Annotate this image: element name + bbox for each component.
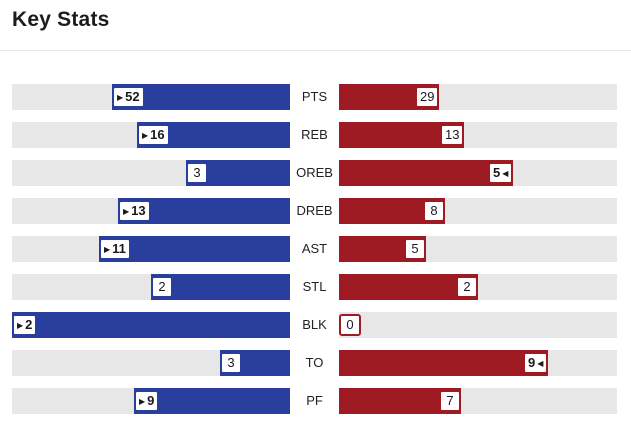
away-bar-track: 5 (339, 236, 617, 262)
stat-label: AST (301, 241, 328, 256)
stat-row-ast: ▶ 11 AST 5 (0, 236, 631, 262)
home-value-badge: 3 (186, 162, 208, 184)
away-bar-track: 0 (339, 312, 617, 338)
home-value: 3 (193, 165, 201, 180)
away-value: 5 (493, 165, 501, 180)
page-title: Key Stats (12, 8, 110, 31)
home-bar-track: ▶ 2 (12, 312, 290, 338)
home-value-badge: ▶ 9 (134, 390, 160, 412)
triangle-right-icon: ▶ (142, 131, 149, 140)
home-value-badge: 3 (220, 352, 242, 374)
away-value: 2 (463, 279, 471, 294)
home-bar-fill (151, 274, 290, 300)
away-bar-track: 8 (339, 198, 617, 224)
triangle-right-icon: ▶ (117, 93, 124, 102)
stat-label: TO (305, 355, 324, 370)
home-value-badge: ▶ 13 (118, 200, 151, 222)
home-bar-track: ▶ 9 (12, 388, 290, 414)
home-value: 52 (125, 89, 140, 104)
away-bar-track: 9 ◀ (339, 350, 617, 376)
away-value: 0 (346, 317, 354, 332)
away-value: 29 (420, 89, 435, 104)
stat-label: REB (301, 127, 328, 142)
stat-label: PTS (301, 89, 328, 104)
home-value: 2 (25, 317, 33, 332)
stat-row-pts: ▶ 52 PTS 29 (0, 84, 631, 110)
home-bar-track: 2 (12, 274, 290, 300)
stat-row-stl: 2 STL 2 (0, 274, 631, 300)
away-bar-fill (339, 274, 478, 300)
away-value-badge: 0 (339, 314, 361, 336)
away-value: 5 (411, 241, 419, 256)
home-value: 11 (112, 241, 126, 256)
home-bar-track: ▶ 13 (12, 198, 290, 224)
stat-label: BLK (302, 317, 327, 332)
stat-row-reb: ▶ 16 REB 13 (0, 122, 631, 148)
home-value-badge: ▶ 52 (112, 86, 145, 108)
away-bar-track: 2 (339, 274, 617, 300)
away-bar-track: 7 (339, 388, 617, 414)
away-value-badge: 8 (423, 200, 445, 222)
home-value-badge: ▶ 11 (99, 238, 131, 260)
stat-row-dreb: ▶ 13 DREB 8 (0, 198, 631, 224)
away-value: 9 (528, 355, 536, 370)
home-value-badge: ▶ 16 (137, 124, 170, 146)
away-bar-fill (339, 350, 548, 376)
triangle-right-icon: ▶ (17, 321, 24, 330)
stat-row-blk: ▶ 2 BLK 0 (0, 312, 631, 338)
away-value: 7 (446, 393, 454, 408)
away-value-badge: 7 (439, 390, 461, 412)
away-value-badge: 29 (415, 86, 440, 108)
away-value-badge: 5 (404, 238, 426, 260)
home-value: 9 (147, 393, 155, 408)
stat-label: DREB (296, 203, 333, 218)
triangle-right-icon: ▶ (123, 207, 130, 216)
home-bar-track: 3 (12, 160, 290, 186)
home-bar-track: ▶ 52 (12, 84, 290, 110)
stat-row-oreb: 3 OREB 5 ◀ (0, 160, 631, 186)
key-stats-header: Key Stats (0, 0, 631, 51)
away-value-badge: 13 (440, 124, 465, 146)
stat-label: PF (306, 393, 323, 408)
stat-row-to: 3 TO 9 ◀ (0, 350, 631, 376)
stat-label: OREB (296, 165, 333, 180)
away-value: 8 (430, 203, 438, 218)
triangle-left-icon: ◀ (537, 359, 544, 368)
home-bar-fill (12, 312, 290, 338)
home-bar-track: ▶ 16 (12, 122, 290, 148)
home-value: 16 (150, 127, 165, 142)
home-value: 13 (131, 203, 146, 218)
away-value: 13 (445, 127, 460, 142)
away-bar-track: 13 (339, 122, 617, 148)
home-value: 2 (158, 279, 166, 294)
home-value: 3 (227, 355, 235, 370)
away-value-badge: 5 ◀ (488, 162, 514, 184)
away-bar-track: 5 ◀ (339, 160, 617, 186)
home-value-badge: ▶ 2 (12, 314, 38, 336)
stat-row-pf: ▶ 9 PF 7 (0, 388, 631, 414)
home-bar-fill (134, 388, 290, 414)
stat-label: STL (302, 279, 327, 294)
triangle-left-icon: ◀ (502, 169, 509, 178)
away-value-badge: 9 ◀ (523, 352, 549, 374)
away-value-badge: 2 (456, 276, 478, 298)
triangle-right-icon: ▶ (104, 245, 111, 254)
home-bar-track: 3 (12, 350, 290, 376)
home-bar-track: ▶ 11 (12, 236, 290, 262)
triangle-right-icon: ▶ (139, 397, 146, 406)
away-bar-track: 29 (339, 84, 617, 110)
home-value-badge: 2 (151, 276, 173, 298)
away-bar-fill (339, 160, 513, 186)
